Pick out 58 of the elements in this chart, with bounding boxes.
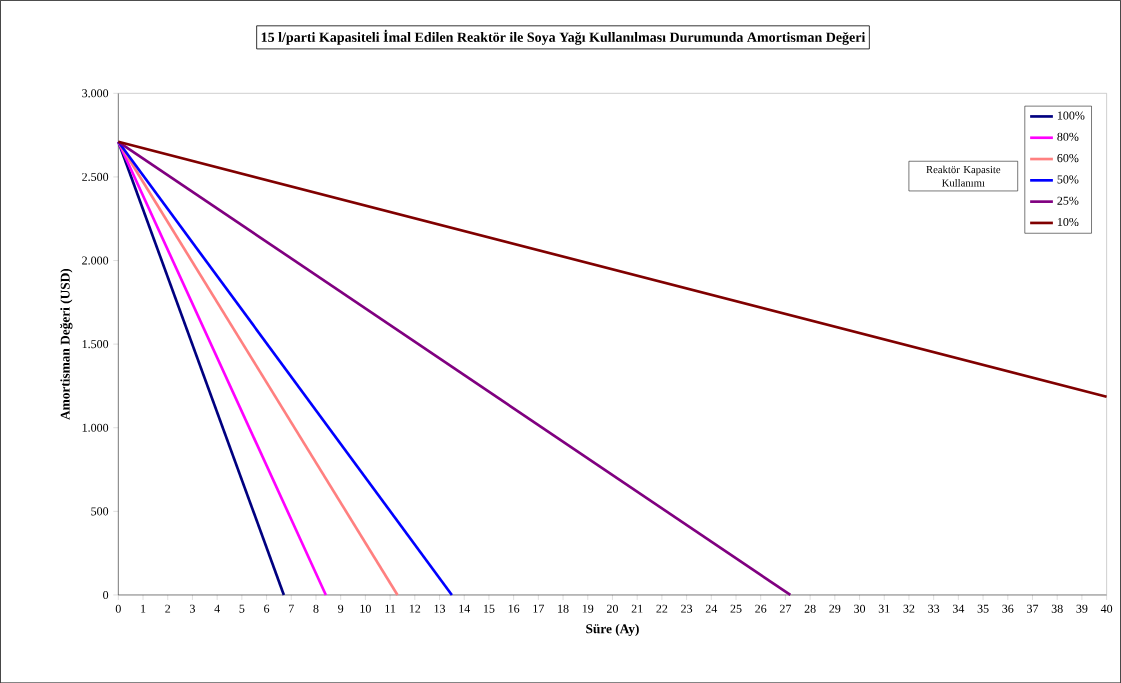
x-tick-label: 28 xyxy=(804,604,816,613)
legend-label: 25% xyxy=(1057,196,1079,205)
x-tick-label: 17 xyxy=(533,604,544,613)
x-tick-label: 32 xyxy=(903,604,915,613)
x-tick-label: 24 xyxy=(705,604,718,613)
x-tick-label: 2 xyxy=(165,604,171,613)
x-tick-label: 40 xyxy=(1100,604,1113,613)
x-tick-label: 6 xyxy=(264,604,270,613)
x-tick-label: 8 xyxy=(313,604,319,613)
x-tick-label: 4 xyxy=(214,604,220,613)
x-tick-label: 19 xyxy=(582,604,594,613)
x-tick-label: 26 xyxy=(755,604,767,613)
x-tick-label: 10 xyxy=(360,604,371,613)
x-tick-label: 13 xyxy=(434,604,446,613)
x-tick-label: 21 xyxy=(631,604,643,613)
x-tick-label: 35 xyxy=(977,604,989,613)
x-tick-label: 22 xyxy=(656,604,668,613)
y-tick-label: 2.500 xyxy=(82,172,109,181)
x-tick-label: 34 xyxy=(952,604,965,613)
x-tick-label: 9 xyxy=(338,604,344,613)
x-tick-label: 7 xyxy=(289,604,294,613)
legend-label: 10% xyxy=(1057,217,1079,226)
x-tick-label: 16 xyxy=(508,604,520,613)
x-tick-label: 38 xyxy=(1051,604,1063,613)
x-tick-label: 27 xyxy=(779,604,792,613)
x-tick-label: 14 xyxy=(459,604,471,613)
x-tick-label: 12 xyxy=(409,604,421,613)
x-tick-label: 15 xyxy=(483,604,495,613)
y-tick-label: 1.500 xyxy=(82,339,109,349)
y-tick-label: 0 xyxy=(103,590,109,599)
y-axis-title: Amortisman Değeri (USD) xyxy=(60,268,73,420)
x-tick-label: 37 xyxy=(1027,604,1039,613)
legend-title: Reaktör Kapasite Kullanımı xyxy=(926,165,1001,187)
x-tick-label: 39 xyxy=(1076,604,1088,613)
legend-label: 50% xyxy=(1057,175,1079,184)
x-axis-title: Süre (Ay) xyxy=(586,623,639,636)
x-tick-label: 18 xyxy=(558,604,569,613)
chart-title: 15 l/parti Kapasiteli İmal Edilen Reaktör ile Soya Yağı Kullanılması Durumunda Amortisman Değeri xyxy=(261,29,866,45)
y-tick-label: 1.000 xyxy=(82,423,109,432)
legend-label: 60% xyxy=(1057,153,1079,163)
x-tick-label: 3 xyxy=(190,604,195,613)
x-tick-label: 11 xyxy=(385,604,396,613)
x-tick-label: 31 xyxy=(878,604,890,613)
x-tick-label: 20 xyxy=(606,604,618,613)
x-tick-label: 30 xyxy=(854,604,866,613)
y-tick-label: 500 xyxy=(91,507,109,516)
x-tick-label: 33 xyxy=(928,604,940,613)
y-tick-label: 3.000 xyxy=(82,89,109,98)
x-tick-label: 1 xyxy=(141,604,146,613)
x-tick-label: 23 xyxy=(681,604,693,613)
x-tick-label: 29 xyxy=(829,604,841,613)
legend-label: 100% xyxy=(1057,111,1085,120)
x-tick-label: 0 xyxy=(115,604,121,613)
x-tick-label: 36 xyxy=(1002,604,1014,613)
y-tick-label: 2.000 xyxy=(82,256,109,265)
x-tick-label: 5 xyxy=(239,604,245,613)
legend-label: 80% xyxy=(1057,132,1079,141)
x-tick-label: 25 xyxy=(730,604,742,613)
